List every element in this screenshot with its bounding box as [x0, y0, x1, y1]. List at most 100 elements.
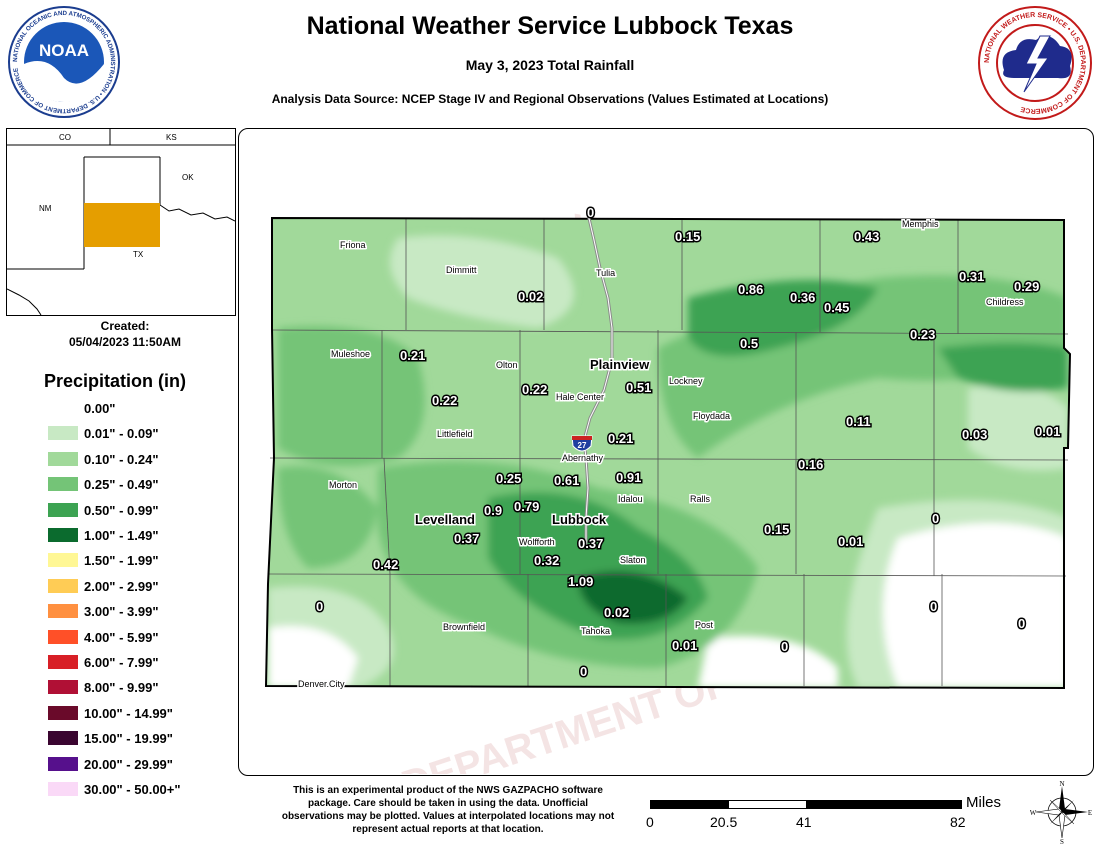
legend-label: 15.00" - 19.99" — [84, 730, 173, 746]
legend-item: 6.00" - 7.99" — [48, 652, 158, 672]
town-label: Muleshoe — [331, 349, 370, 359]
inset-label-co: CO — [59, 133, 71, 142]
legend-item: 0.00" — [48, 398, 115, 418]
rainfall-zone-dry — [268, 626, 358, 688]
rainfall-value: 0 — [580, 664, 587, 679]
town-label: Denver.City — [298, 679, 345, 689]
rainfall-value: 0.21 — [608, 431, 633, 446]
inset-label-ok: OK — [182, 173, 194, 182]
town-label: Wolfforth — [519, 537, 555, 547]
scale-tick: 41 — [796, 814, 812, 830]
legend-item: 0.10" - 0.24" — [48, 449, 158, 469]
town-label: Levelland — [415, 512, 475, 527]
rainfall-value: 0.42 — [373, 557, 398, 572]
legend-item: 8.00" - 9.99" — [48, 677, 158, 697]
page-subtitle: May 3, 2023 Total Rainfall — [465, 57, 635, 73]
created-value: 05/04/2023 11:50AM — [68, 335, 182, 349]
rainfall-value: 0.37 — [454, 531, 479, 546]
created-stamp: Created: 05/04/2023 11:50AM — [6, 318, 244, 350]
legend-item: 0.25" - 0.49" — [48, 474, 158, 494]
rainfall-value: 0.86 — [738, 282, 763, 297]
legend-label: 3.00" - 3.99" — [84, 603, 159, 619]
created-label: Created: — [100, 319, 150, 333]
legend-label: 0.25" - 0.49" — [84, 476, 159, 492]
town-label: Slaton — [620, 555, 646, 565]
rainfall-value: 0 — [316, 599, 323, 614]
legend-item: 1.50" - 1.99" — [48, 550, 158, 570]
town-label: Olton — [496, 360, 518, 370]
town-label: Tulia — [596, 268, 615, 278]
legend-label: 20.00" - 29.99" — [84, 756, 173, 772]
rainfall-zone-dry — [883, 523, 1068, 688]
legend-label: 0.01" - 0.09" — [84, 425, 159, 441]
town-label: Memphis — [902, 219, 939, 229]
legend-swatch — [48, 655, 78, 669]
town-label: Brownfield — [443, 622, 485, 632]
legend-item: 2.00" - 2.99" — [48, 576, 158, 596]
rainfall-value: 0.23 — [910, 327, 935, 342]
town-label: Lockney — [669, 376, 703, 386]
town-label: Post — [695, 620, 714, 630]
town-label: Hale Center — [556, 392, 604, 402]
rainfall-value-labels: 0 0.15 0.43 0.31 0.29 0.02 0.86 0.36 0.45 0.23 0.5… — [315, 204, 1062, 681]
legend-item: 20.00" - 29.99" — [48, 754, 173, 774]
rainfall-value: 0.79 — [514, 499, 539, 514]
legend-label: 6.00" - 7.99" — [84, 654, 159, 670]
legend-label: 0.10" - 0.24" — [84, 451, 159, 467]
scale-tick: 20.5 — [710, 814, 738, 830]
rainfall-zone-dry — [698, 636, 838, 688]
region-outline — [264, 216, 1072, 690]
legend-swatch — [48, 731, 78, 745]
compass-e: E — [1088, 809, 1092, 817]
legend-label: 10.00" - 14.99" — [84, 705, 173, 721]
town-labels: Friona Dimmitt Tulia Memphis Childress Mulesh… — [297, 218, 1026, 691]
legend-item: 10.00" - 14.99" — [48, 703, 173, 723]
rainfall-value: 1.09 — [568, 574, 593, 589]
rainfall-value: 0.32 — [534, 553, 559, 568]
rainfall-value: 0.15 — [764, 522, 789, 537]
legend-swatch — [48, 452, 78, 466]
legend-item: 0.50" - 0.99" — [48, 500, 158, 520]
rainfall-value: 0.61 — [554, 473, 579, 488]
rainfall-field — [266, 218, 1070, 688]
rainfall-zone — [278, 466, 378, 568]
interstate-27-shield-icon: 27 — [571, 435, 593, 452]
rainfall-value: 0.43 — [854, 229, 879, 244]
town-label: Childress — [986, 297, 1024, 307]
rainfall-value: 0.11 — [846, 414, 871, 429]
rainfall-value: 0 — [587, 205, 594, 220]
compass-s: S — [1060, 838, 1064, 844]
legend-label: 0.00" — [84, 400, 116, 416]
legend-item: 15.00" - 19.99" — [48, 728, 173, 748]
legend-swatch — [48, 401, 78, 415]
town-label: Dimmitt — [446, 265, 477, 275]
scale-tick: 82 — [950, 814, 966, 830]
legend-swatch — [48, 579, 78, 593]
legend-swatch — [48, 706, 78, 720]
legend-label: 1.00" - 1.49" — [84, 527, 159, 543]
inset-locator-map: CO KS NM OK TX — [6, 128, 236, 316]
legend-label: 4.00" - 5.99" — [84, 629, 159, 645]
town-label: Plainview — [590, 357, 650, 372]
town-label: Friona — [340, 240, 366, 250]
legend-swatch — [48, 757, 78, 771]
inset-label-nm: NM — [39, 204, 52, 213]
legend-label: 0.50" - 0.99" — [84, 502, 159, 518]
county-boundaries — [267, 219, 1069, 686]
rainfall-value: 0.22 — [522, 382, 547, 397]
page-title: National Weather Service Lubbock Texas — [306, 12, 794, 40]
rainfall-value: 0.36 — [790, 290, 815, 305]
legend-swatch — [48, 630, 78, 644]
rainfall-value: 0 — [1018, 616, 1025, 631]
legend-swatch — [48, 604, 78, 618]
rainfall-value: 0.02 — [518, 289, 543, 304]
rainfall-zone — [968, 385, 1068, 471]
legend-swatch — [48, 503, 78, 517]
town-label: Tahoka — [581, 626, 610, 636]
noaa-logo-text: NOAA — [39, 41, 89, 60]
rainfall-value: 0.22 — [432, 393, 457, 408]
rainfall-value: 0.9 — [484, 503, 502, 518]
legend-swatch — [48, 477, 78, 491]
rainfall-value: 0.45 — [824, 300, 849, 315]
town-label: Abernathy — [562, 453, 604, 463]
